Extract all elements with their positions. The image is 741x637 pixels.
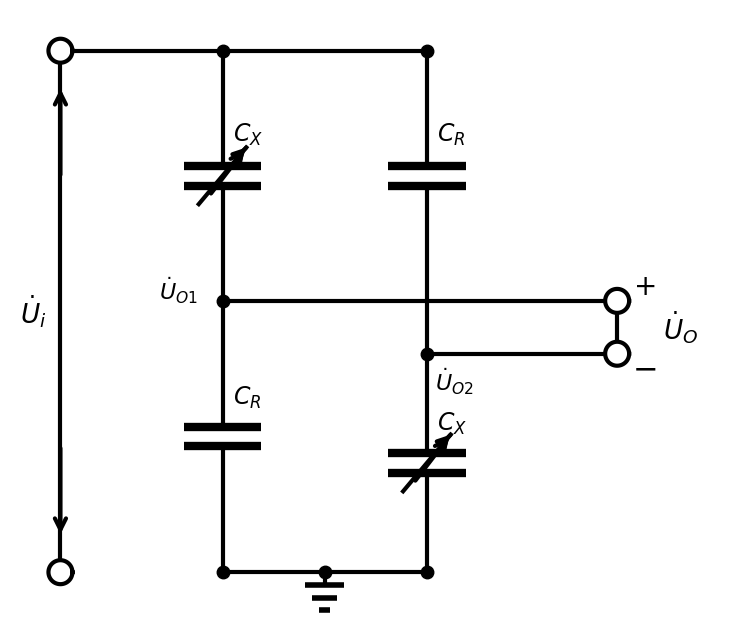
Text: $C_X$: $C_X$ [233,122,263,148]
Text: $-$: $-$ [632,355,656,383]
Polygon shape [605,289,629,313]
Polygon shape [48,560,73,584]
Text: $+$: $+$ [633,273,655,301]
Text: $C_X$: $C_X$ [437,411,468,438]
Text: $C_R$: $C_R$ [437,122,466,148]
Text: $\dot{U}_{O2}$: $\dot{U}_{O2}$ [435,367,474,397]
Text: $C_R$: $C_R$ [233,385,262,411]
Text: $\dot{U}_{O1}$: $\dot{U}_{O1}$ [159,275,199,306]
Polygon shape [48,39,73,62]
Text: $\dot{U}_O$: $\dot{U}_O$ [663,309,698,346]
Polygon shape [605,342,629,366]
Text: $\dot{U}_i$: $\dot{U}_i$ [20,293,47,330]
